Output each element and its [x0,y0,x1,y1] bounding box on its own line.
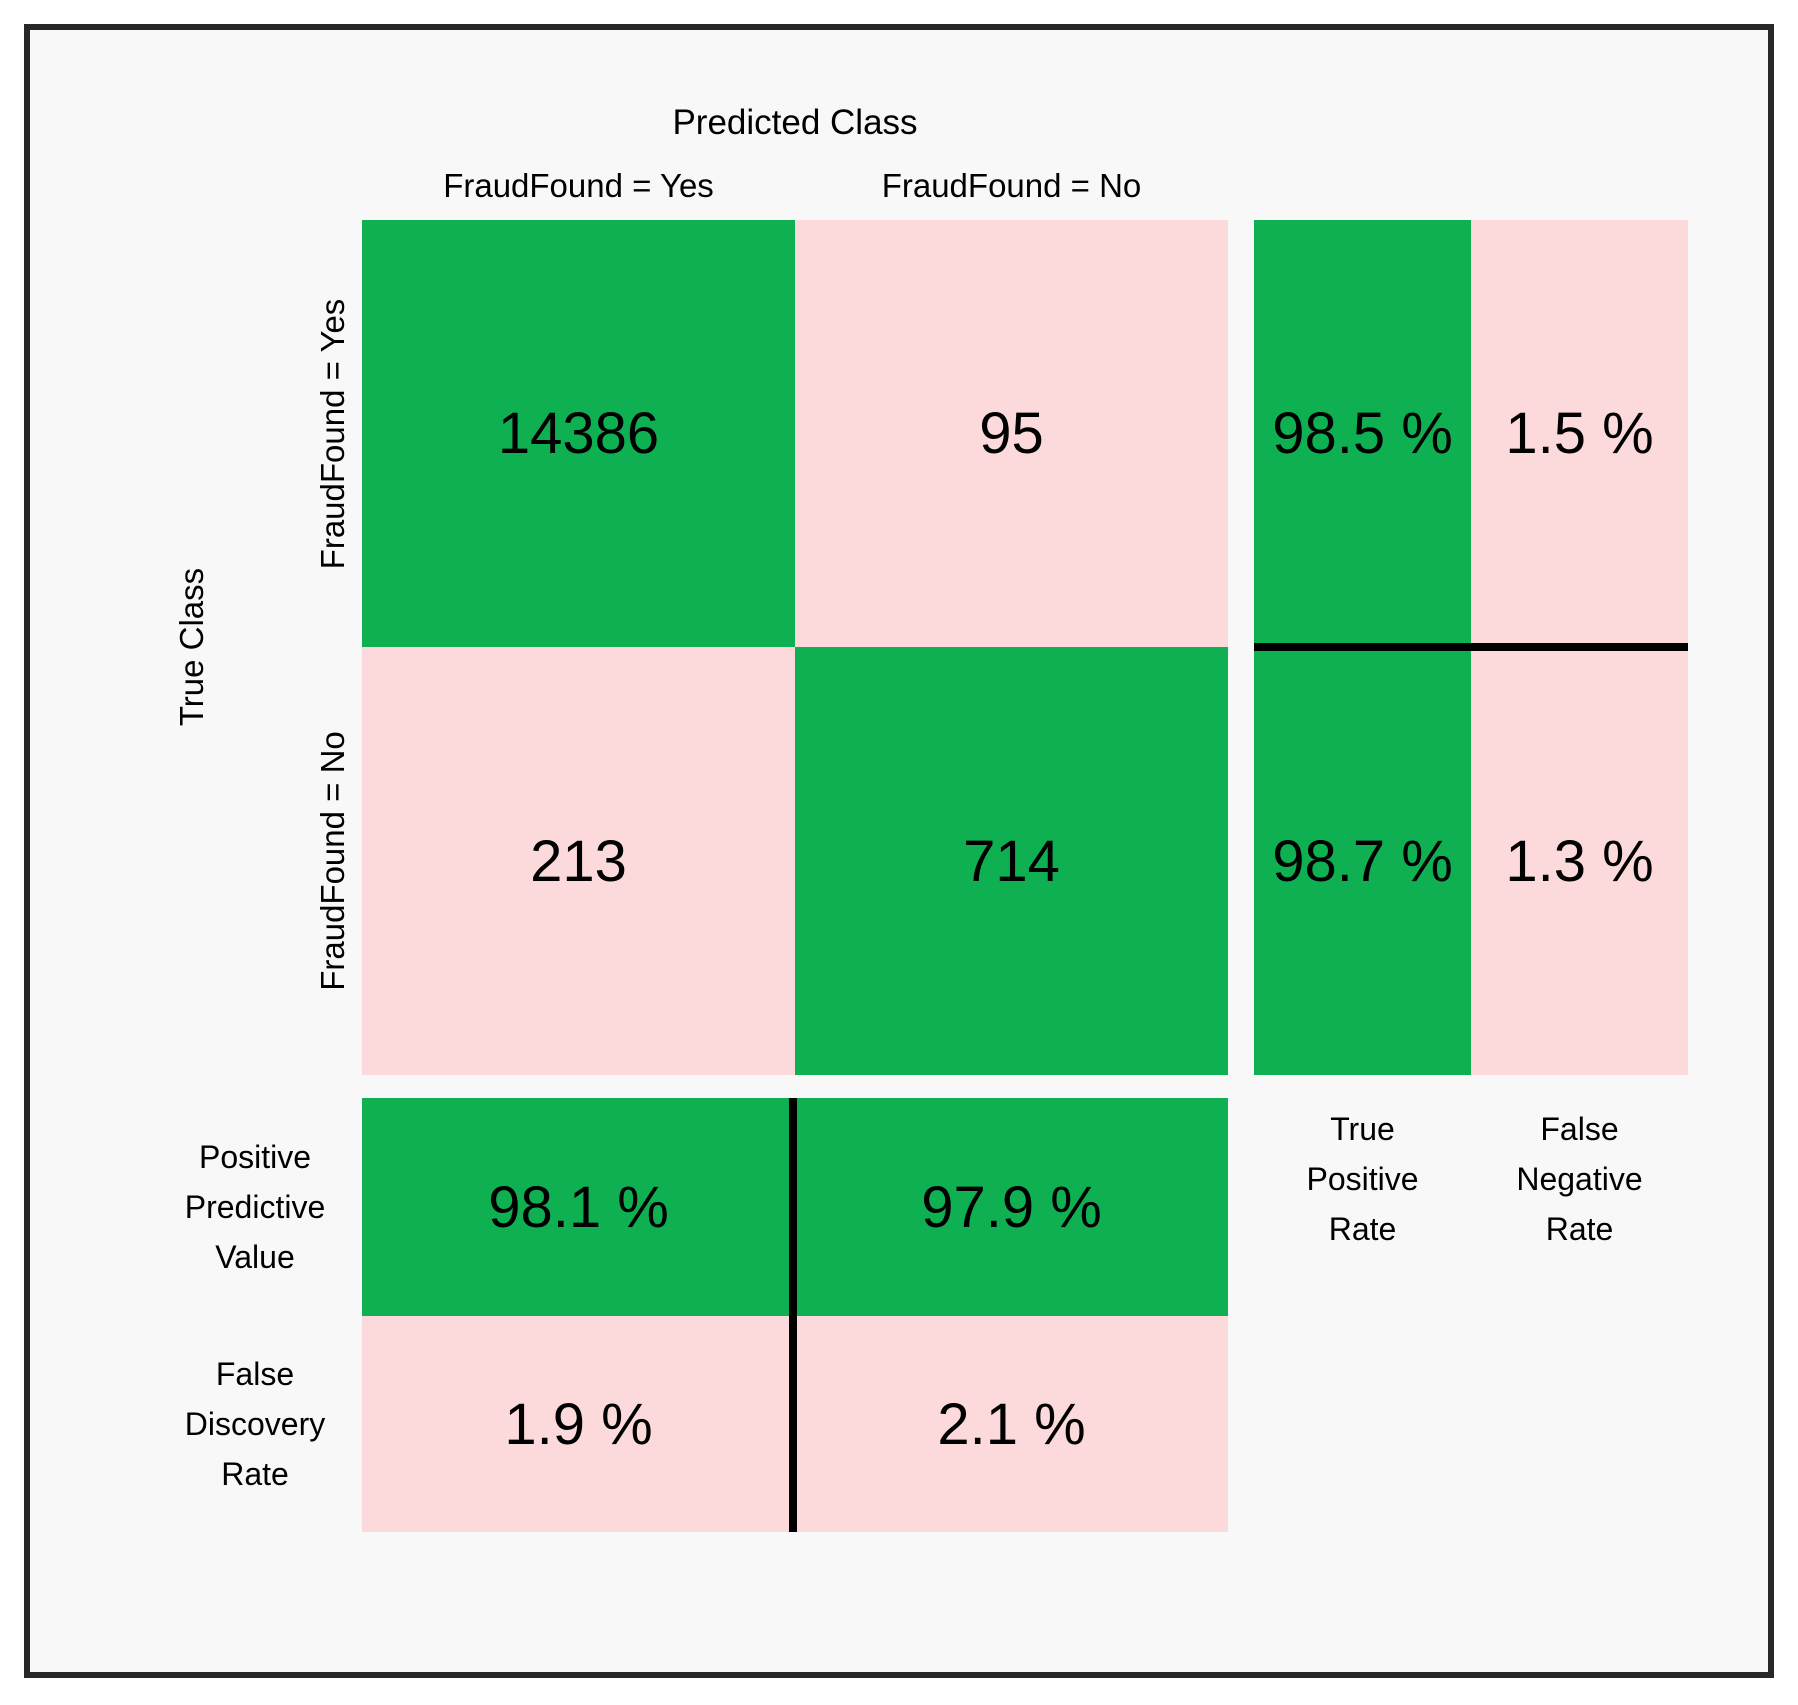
true-positive-rate-label-line2: Positive [1306,1161,1419,1197]
row-header-fraudfound-yes: FraudFound = Yes [314,298,351,570]
false-negative-rate-label-line1: False [1540,1111,1619,1147]
positive-predictive-value-label-line3: Value [215,1239,295,1275]
false-negative-rate-label: False Negative Rate [1471,1104,1688,1254]
true-positive-rate-label-line3: Rate [1328,1211,1397,1247]
column-header-fraudfound-yes: FraudFound = Yes [443,167,714,204]
true-positive-rate-label-line1: True [1330,1111,1395,1147]
column-summary-ppv-col1: 98.1 % [362,1098,795,1316]
false-discovery-rate-label-line1: False [215,1356,295,1392]
true-class-axis-title: True Class [173,567,210,727]
true-positive-rate-label: True Positive Rate [1254,1104,1471,1254]
positive-predictive-value-label-line2: Predictive [184,1189,326,1225]
row-summary-tpr-row1: 98.5 % [1254,220,1471,647]
positive-predictive-value-label-line1: Positive [198,1139,312,1175]
false-negative-rate-label-line3: Rate [1545,1211,1614,1247]
row-summary-fnr-row1: 1.5 % [1471,220,1688,647]
false-negative-rate-label-line2: Negative [1516,1161,1643,1197]
row-summary-divider-line [1254,643,1688,651]
column-summary-ppv-col2: 97.9 % [795,1098,1228,1316]
column-summary-fdr-col1: 1.9 % [362,1316,795,1532]
positive-predictive-value-label: Positive Predictive Value [140,1132,370,1282]
matrix-cell-true-positive: 14386 [362,220,795,647]
row-summary-fnr-row2: 1.3 % [1471,647,1688,1075]
matrix-cell-true-negative: 714 [795,647,1228,1075]
matrix-cell-false-positive: 213 [362,647,795,1075]
matrix-cell-false-negative: 95 [795,220,1228,647]
row-summary-tpr-row2: 98.7 % [1254,647,1471,1075]
column-summary-divider-line [789,1098,797,1532]
column-header-fraudfound-no: FraudFound = No [881,167,1142,204]
false-discovery-rate-label-line3: Rate [221,1456,289,1492]
row-header-fraudfound-no: FraudFound = No [314,731,351,991]
false-discovery-rate-label: False Discovery Rate [140,1349,370,1499]
predicted-class-axis-title: Predicted Class [672,103,918,142]
false-discovery-rate-label-line2: Discovery [184,1406,326,1442]
column-summary-fdr-col2: 2.1 % [795,1316,1228,1532]
